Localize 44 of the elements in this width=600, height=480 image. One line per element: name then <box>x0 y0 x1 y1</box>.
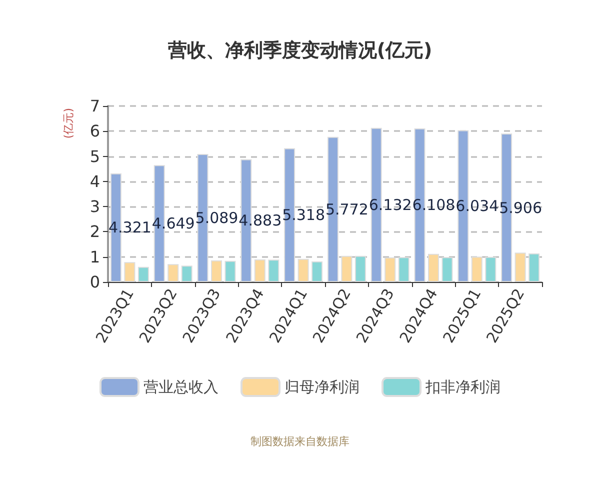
data-label: 5.906 <box>499 198 542 217</box>
bar <box>211 260 222 282</box>
bar <box>181 266 192 282</box>
bar <box>298 258 309 282</box>
bar <box>442 257 453 282</box>
data-label: 5.089 <box>195 209 238 228</box>
y-tick-label: 1 <box>90 247 100 266</box>
bar <box>398 257 410 282</box>
y-tick-label: 5 <box>90 146 100 166</box>
data-label: 4.883 <box>238 212 282 230</box>
bar <box>528 253 540 282</box>
legend-label: 营业总收入 <box>144 378 218 396</box>
y-tick-label: 7 <box>90 96 100 116</box>
bar <box>168 264 179 282</box>
bar <box>124 262 136 282</box>
bar <box>341 256 352 282</box>
y-tick-label: 6 <box>90 122 100 141</box>
chart-title: 营收、净利季度变动情况(亿元) <box>166 40 432 62</box>
data-label: 6.132 <box>368 196 412 214</box>
data-label: 4.649 <box>152 214 195 233</box>
data-label: 6.108 <box>412 196 456 214</box>
bar <box>428 254 439 282</box>
bar <box>268 260 280 282</box>
bar <box>312 261 323 282</box>
bar <box>471 256 482 282</box>
y-tick-label: 0 <box>90 272 100 292</box>
y-axis-title: (亿元) <box>62 108 75 139</box>
legend-label: 扣非净利润 <box>424 378 500 396</box>
bar <box>138 266 149 282</box>
bar <box>485 256 496 282</box>
bar <box>354 256 366 282</box>
bar <box>384 257 396 282</box>
bar <box>514 252 526 282</box>
bar <box>224 260 236 282</box>
data-label: 4.321 <box>108 218 152 237</box>
y-tick-label: 2 <box>90 222 100 242</box>
data-label: 5.772 <box>325 200 368 218</box>
y-tick-label: 4 <box>90 172 100 191</box>
data-label: 5.318 <box>282 206 326 224</box>
bar <box>254 259 266 282</box>
legend-label: 归母净利润 <box>284 378 360 396</box>
y-tick-label: 3 <box>90 197 100 216</box>
text: 制图数据来自数据库 <box>250 435 350 448</box>
data-label: 6.034 <box>456 197 499 216</box>
